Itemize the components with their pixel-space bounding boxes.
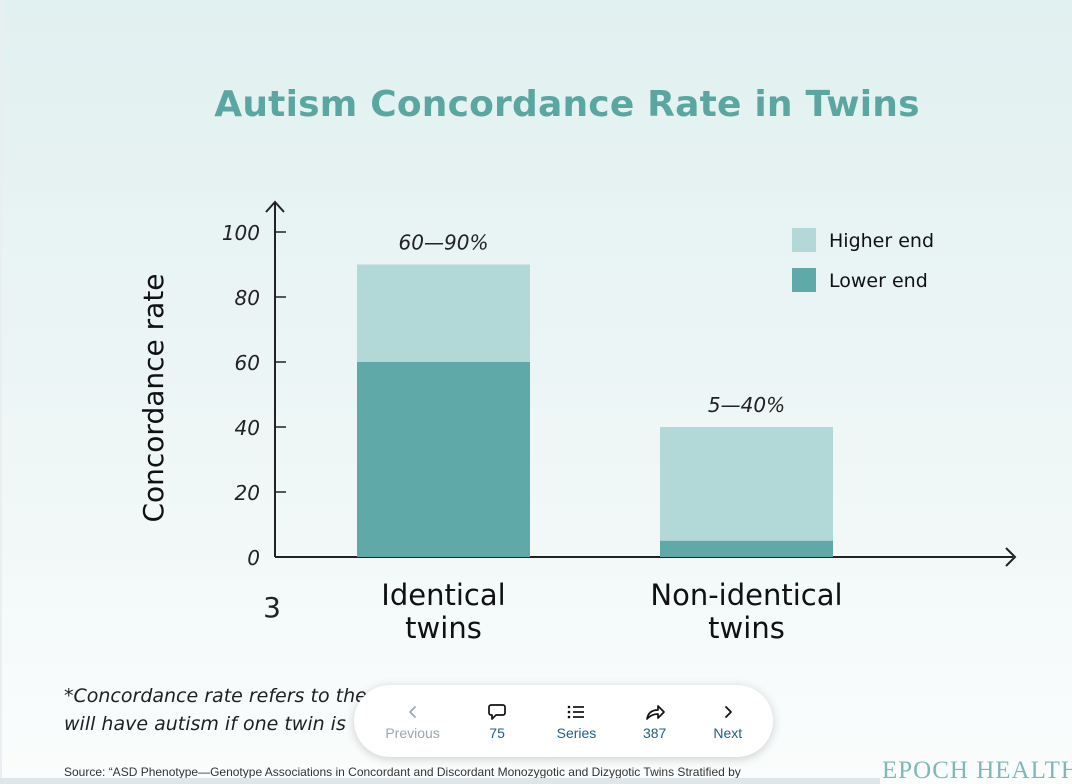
category-label-0-line-1: twins — [405, 611, 482, 645]
previous-button[interactable]: Previous — [378, 693, 447, 749]
legend-label-0: Higher end — [829, 230, 934, 252]
category-label-1-line-1: twins — [708, 611, 785, 645]
chevron-left-icon — [406, 701, 420, 723]
data-label-1: 5—40% — [708, 393, 785, 417]
next-button[interactable]: Next — [700, 693, 755, 749]
category-label-1-line-0: Non-identical — [650, 578, 842, 612]
share-icon — [644, 701, 666, 723]
y-tick-label-20: 20 — [235, 481, 260, 505]
footnote: *Concordance rate refers to the will hav… — [64, 682, 394, 738]
bar-higher-end-0 — [357, 264, 530, 362]
bar-higher-end-1 — [660, 427, 833, 541]
y-axis-label: Concordance rate — [137, 273, 170, 522]
series-button[interactable]: Series — [540, 693, 613, 749]
next-label: Next — [713, 725, 743, 741]
comments-count: 75 — [489, 725, 505, 741]
source-citation: Source: “ASD Phenotype—Genotype Associat… — [64, 765, 741, 779]
comments-button[interactable]: 75 — [467, 693, 527, 749]
article-navbar: Previous 75 Series 387 Next — [354, 685, 773, 757]
y-tick-label-80: 80 — [235, 286, 260, 310]
legend-swatch-1 — [792, 268, 816, 292]
y-tick-label-40: 40 — [235, 416, 260, 440]
data-label-0: 60—90% — [399, 231, 489, 255]
share-count: 387 — [642, 725, 667, 741]
comment-icon — [487, 701, 507, 723]
bar-lower-end-0 — [357, 362, 530, 557]
x-axis-arrow — [1005, 547, 1017, 567]
chart-title: Autism Concordance Rate in Twins — [214, 84, 920, 125]
brand-logo: EPOCH HEALTH — [882, 757, 1072, 784]
bar-lower-end-1 — [660, 540, 833, 557]
footnote-line-2: will have autism if one twin is — [64, 713, 346, 735]
share-button[interactable]: 387 — [623, 693, 687, 749]
legend-label-1: Lower end — [829, 270, 928, 292]
category-label-0-line-0: Identical — [381, 578, 505, 612]
list-icon — [566, 701, 586, 723]
y-tick-label-0: 0 — [247, 546, 260, 570]
y-axis-arrow — [265, 200, 285, 213]
legend-swatch-0 — [792, 228, 816, 252]
y-tick-label-60: 60 — [235, 351, 260, 375]
y-tick-label-100: 100 — [222, 221, 260, 245]
bottom-scroll-strip — [0, 778, 880, 784]
stray-label: 3 — [263, 591, 281, 624]
series-label: Series — [556, 725, 597, 741]
chevron-right-icon — [721, 701, 735, 723]
previous-label: Previous — [385, 725, 440, 741]
footnote-line-1: *Concordance rate refers to the — [64, 685, 367, 707]
left-edge-strip — [0, 0, 2, 784]
